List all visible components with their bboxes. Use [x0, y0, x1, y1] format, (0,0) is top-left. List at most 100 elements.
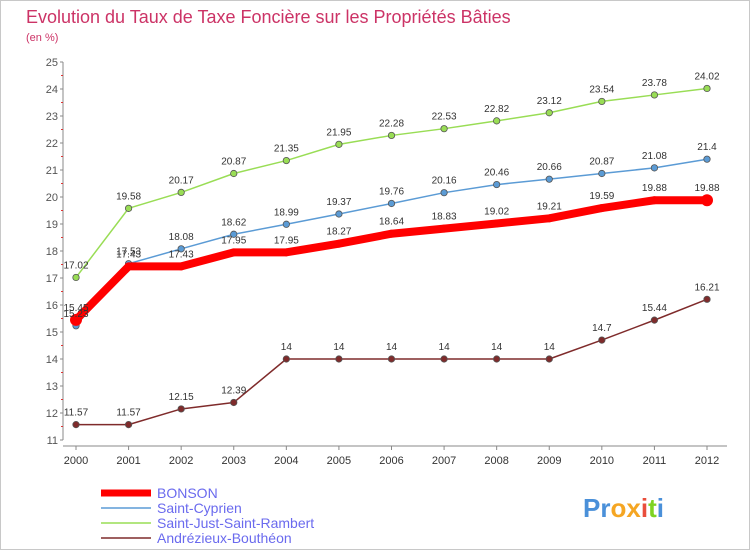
series-layer	[70, 84, 713, 429]
data-label: 11.57	[116, 408, 141, 419]
y-tick-label: 14	[46, 354, 58, 366]
x-tick-label: 2003	[222, 455, 246, 467]
data-label: 19.76	[379, 186, 404, 197]
data-label: 19.58	[116, 191, 141, 202]
data-point	[335, 140, 343, 148]
data-label: 14	[386, 342, 398, 353]
legend: BONSONSaint-CyprienSaint-Just-Saint-Ramb…	[101, 485, 314, 546]
data-label: 19.02	[484, 206, 509, 217]
data-label: 12.15	[169, 392, 194, 403]
data-point	[650, 196, 659, 205]
data-label: 20.16	[432, 176, 457, 187]
data-label: 17.43	[169, 249, 194, 260]
data-point	[650, 164, 659, 172]
x-tick-label: 2005	[327, 455, 351, 467]
logo-letter: r	[600, 493, 610, 523]
data-label: 17.53	[116, 247, 141, 258]
legend-label-3: Andrézieux-Bouthéon	[157, 530, 292, 546]
data-point	[72, 273, 80, 282]
data-point	[650, 91, 659, 99]
data-point	[230, 398, 238, 407]
data-label: 20.87	[589, 157, 614, 168]
x-tick-label: 2007	[432, 455, 456, 467]
y-tick-label: 20	[46, 192, 58, 204]
y-tick-label: 19	[46, 219, 58, 231]
data-point	[703, 155, 711, 163]
data-label: 19.88	[642, 183, 667, 194]
data-point	[124, 421, 133, 429]
data-point	[230, 230, 238, 238]
data-label: 17.95	[221, 235, 246, 246]
y-tick-label: 22	[46, 138, 58, 150]
data-point	[334, 239, 343, 248]
data-point	[177, 262, 186, 271]
x-tick-label: 2000	[64, 455, 88, 467]
data-label: 22.28	[379, 118, 404, 129]
y-tick-label: 23	[46, 111, 58, 123]
data-point	[493, 117, 501, 125]
y-tick-label: 21	[46, 165, 58, 177]
y-tick-label: 18	[46, 246, 58, 258]
y-tick-label: 11	[47, 435, 58, 447]
logo-letter: i	[657, 493, 664, 523]
logo-letter: P	[583, 493, 600, 523]
data-label: 18.08	[169, 232, 194, 243]
x-tick-label: 2008	[484, 455, 508, 467]
data-label: 24.02	[694, 71, 719, 82]
data-point	[440, 224, 449, 233]
data-point	[282, 248, 291, 257]
y-tick-label: 25	[46, 57, 58, 69]
data-point	[492, 219, 501, 228]
data-label: 19.88	[694, 183, 719, 194]
y-tick-label: 17	[46, 273, 58, 285]
data-label: 21.4	[697, 142, 717, 153]
logo-letter: i	[641, 493, 648, 523]
data-point	[230, 169, 238, 178]
x-tick-label: 2004	[274, 455, 298, 467]
data-label: 20.66	[537, 162, 562, 173]
logo-letter: t	[648, 493, 657, 523]
data-point	[177, 188, 185, 197]
unit-label: (en %)	[26, 32, 58, 44]
data-point	[177, 245, 185, 253]
data-label: 20.46	[484, 168, 509, 179]
x-tick-label: 2011	[643, 455, 667, 467]
data-point	[597, 204, 606, 213]
data-label: 14	[333, 342, 345, 353]
y-tick-label: 16	[46, 300, 58, 312]
data-label: 17.43	[116, 249, 141, 260]
data-label: 11.57	[64, 408, 89, 419]
data-point	[72, 421, 80, 429]
data-label: 15.45	[63, 303, 88, 314]
legend-label-2: Saint-Just-Saint-Rambert	[157, 515, 314, 531]
x-tick-label: 2009	[537, 455, 561, 467]
data-label: 18.64	[379, 217, 404, 228]
data-label: 14	[281, 342, 293, 353]
data-point	[124, 262, 133, 271]
legend-label-1: Saint-Cyprien	[157, 500, 242, 516]
data-point	[598, 336, 606, 344]
data-label: 15.23	[63, 309, 88, 320]
data-point	[282, 220, 290, 228]
data-label: 19.21	[537, 201, 562, 212]
y-tick-label: 13	[46, 381, 58, 393]
data-point	[124, 204, 133, 212]
data-point	[493, 355, 501, 363]
data-label: 18.83	[432, 212, 457, 223]
data-point	[387, 229, 396, 238]
data-point	[335, 355, 343, 363]
data-point	[229, 248, 238, 257]
data-point	[70, 313, 82, 326]
data-label: 18.62	[221, 217, 246, 228]
data-label: 22.82	[484, 104, 509, 115]
y-tick-label: 15	[46, 327, 58, 339]
legend-label-0: BONSON	[157, 485, 218, 501]
data-label: 23.78	[642, 78, 667, 89]
data-label: 14	[491, 342, 503, 353]
data-point	[387, 199, 396, 208]
data-label: 17.95	[274, 235, 299, 246]
data-label: 21.08	[642, 151, 667, 162]
data-point	[703, 84, 711, 93]
